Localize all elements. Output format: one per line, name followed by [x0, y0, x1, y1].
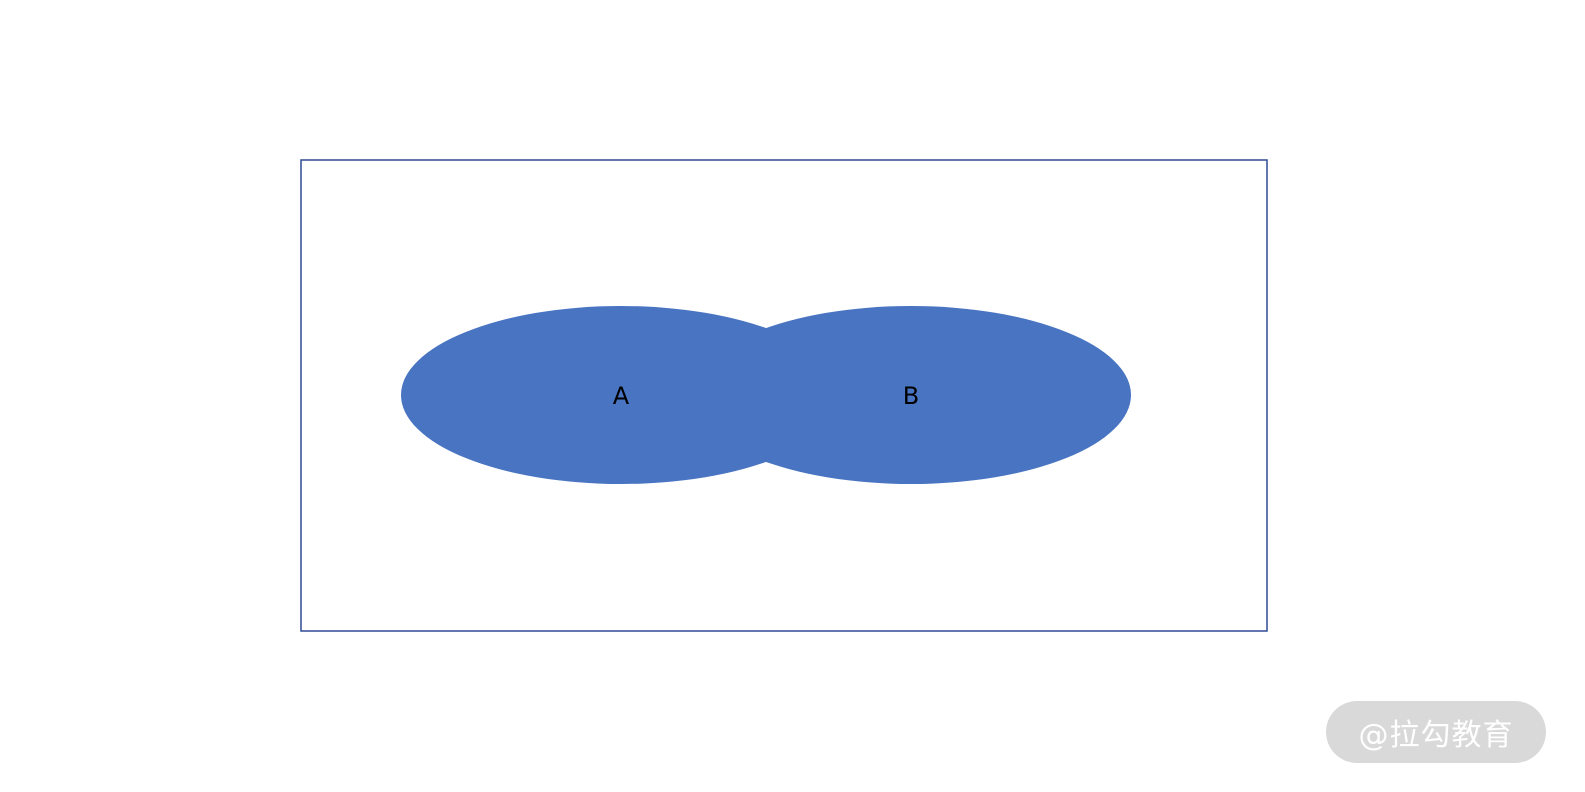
ellipse-group [401, 306, 1131, 484]
watermark-badge: @拉勾教育 [1326, 701, 1546, 763]
ellipse-b [691, 306, 1131, 484]
ellipse-b-label: B [903, 382, 919, 410]
ellipse-a-label: A [613, 382, 630, 410]
watermark-text: @拉勾教育 [1358, 718, 1514, 753]
